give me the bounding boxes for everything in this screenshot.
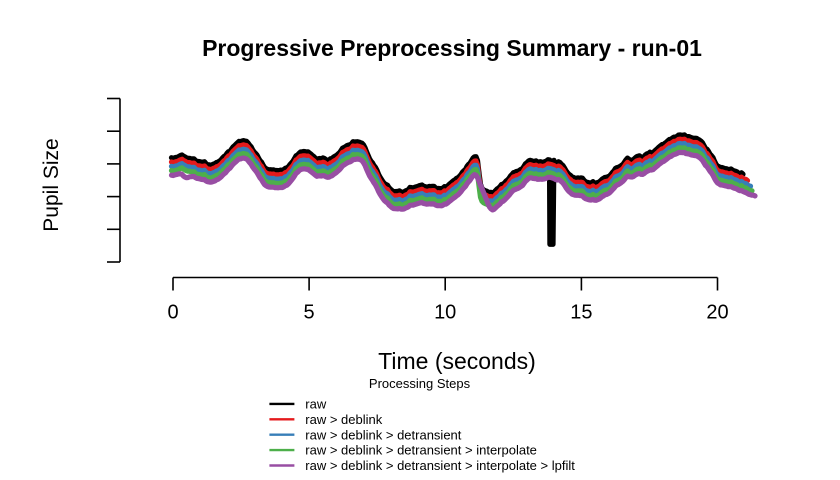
- svg-text:0: 0: [167, 302, 178, 324]
- svg-text:10: 10: [434, 302, 456, 324]
- svg-text:raw > deblink: raw > deblink: [305, 412, 382, 427]
- svg-text:raw > deblink > detransient >: raw > deblink > detransient > interpolat…: [305, 458, 575, 473]
- svg-text:Progressive Preprocessing Summ: Progressive Preprocessing Summary - run-…: [202, 35, 702, 61]
- svg-text:Processing Steps: Processing Steps: [369, 376, 471, 391]
- svg-text:5: 5: [304, 302, 315, 324]
- svg-text:raw > deblink > detransient: raw > deblink > detransient: [305, 427, 461, 442]
- svg-text:raw: raw: [305, 397, 327, 412]
- svg-text:20: 20: [706, 302, 728, 324]
- svg-text:15: 15: [570, 302, 592, 324]
- svg-text:Time (seconds): Time (seconds): [378, 348, 536, 374]
- svg-text:Pupil Size: Pupil Size: [40, 138, 63, 231]
- svg-text:raw > deblink > detransient >: raw > deblink > detransient > interpolat…: [305, 443, 537, 458]
